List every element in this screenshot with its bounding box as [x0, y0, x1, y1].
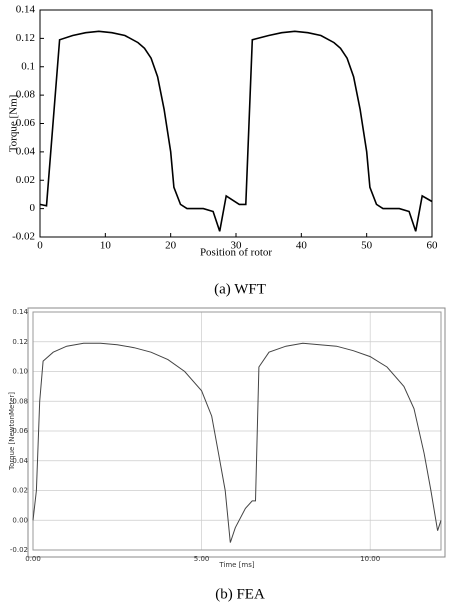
- x-tick-label: 10: [100, 240, 112, 252]
- y-tick-label: 0.00: [12, 516, 28, 524]
- x-tick-label: 20: [165, 240, 177, 252]
- y-tick-label: 0.10: [12, 368, 28, 376]
- plot-area: [39, 9, 433, 238]
- y-tick-label: 0.06: [12, 427, 28, 435]
- y-tick-label: 0.02: [12, 487, 28, 495]
- plot-area: [32, 311, 442, 551]
- x-tick-label: 0.00: [25, 555, 41, 563]
- y-tick-label: 0.06: [16, 117, 36, 129]
- x-tick-label: 50: [361, 240, 373, 252]
- x-axis-label: Position of rotor: [200, 247, 272, 259]
- x-tick-label: 40: [296, 240, 308, 252]
- x-tick-label: 10.00: [360, 555, 380, 563]
- x-axis-label: Time [ms]: [218, 561, 255, 569]
- y-tick-label: 0.14: [12, 308, 28, 316]
- torque-line: [39, 30, 433, 232]
- x-tick-label: 30: [231, 240, 243, 252]
- y-tick-label: 0.12: [16, 32, 35, 44]
- chart-b: -0.020.000.020.040.060.080.100.120.140.0…: [8, 307, 446, 602]
- caption: (a) WFT: [214, 281, 266, 297]
- torque-line: [32, 342, 442, 543]
- y-axis-label: Torque [NewtonMeter]: [8, 392, 16, 471]
- caption: (b) FEA: [215, 586, 265, 602]
- y-tick-label: 0.1: [21, 60, 35, 72]
- x-tick-label: 5.00: [194, 555, 210, 563]
- y-tick-label: 0.08: [16, 89, 36, 101]
- y-tick-label: -0.02: [10, 546, 28, 554]
- y-tick-label: 0.14: [16, 4, 36, 16]
- y-tick-label: -0.02: [12, 231, 35, 243]
- x-tick-label: 60: [427, 240, 439, 252]
- y-tick-label: 0.02: [16, 174, 35, 186]
- y-tick-label: 0.12: [12, 338, 28, 346]
- y-tick-label: 0.04: [12, 457, 28, 465]
- x-tick-label: 0: [37, 240, 43, 252]
- y-tick-label: 0.04: [16, 145, 36, 157]
- y-tick-label: 0: [30, 202, 36, 214]
- y-axis-label: Torque [Nm]: [8, 95, 20, 153]
- frame: [27, 307, 446, 558]
- y-tick-label: 0.08: [12, 397, 28, 405]
